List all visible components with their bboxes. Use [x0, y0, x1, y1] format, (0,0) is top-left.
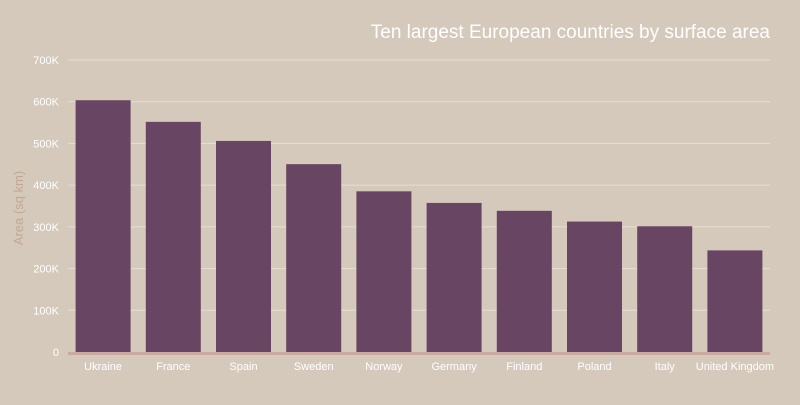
bar [496, 210, 552, 352]
bars [75, 100, 763, 352]
x-tick-label: Poland [577, 361, 611, 373]
y-tick-label: 200K [33, 264, 59, 276]
bar [286, 164, 342, 352]
x-axis-tick-labels: Ukraine France Spain Sweden Norway Germany Fin… [84, 361, 774, 373]
bar [145, 121, 201, 352]
bar [707, 250, 763, 352]
y-tick-label: 500K [33, 138, 59, 150]
bar [216, 140, 271, 352]
x-tick-label: United Kingdom [696, 361, 774, 373]
x-tick-label: Sweden [294, 361, 334, 373]
bar [637, 226, 693, 352]
bar [75, 100, 131, 352]
chart-title: Ten largest European countries by surfac… [371, 22, 771, 43]
x-tick-label: Germany [431, 361, 477, 373]
y-axis-tick-labels: 0 100K 200K 300K 400K 500K 600K 700K [33, 55, 59, 359]
y-tick-label: 700K [33, 55, 59, 67]
x-tick-label: Ukraine [84, 361, 122, 373]
x-tick-label: Norway [365, 361, 403, 373]
y-tick-label: 0 [53, 347, 59, 359]
x-tick-label: France [156, 361, 190, 373]
y-tick-label: 600K [33, 97, 59, 109]
y-tick-label: 300K [33, 222, 59, 234]
bar [356, 191, 412, 352]
y-axis-title: Area (sq km) [11, 171, 26, 245]
bar [567, 221, 622, 352]
y-tick-label: 100K [33, 305, 59, 317]
y-tick-label: 400K [33, 180, 59, 192]
x-tick-label: Finland [506, 361, 542, 373]
x-tick-label: Spain [229, 361, 257, 373]
x-tick-label: Italy [655, 361, 676, 373]
bar [426, 202, 482, 352]
